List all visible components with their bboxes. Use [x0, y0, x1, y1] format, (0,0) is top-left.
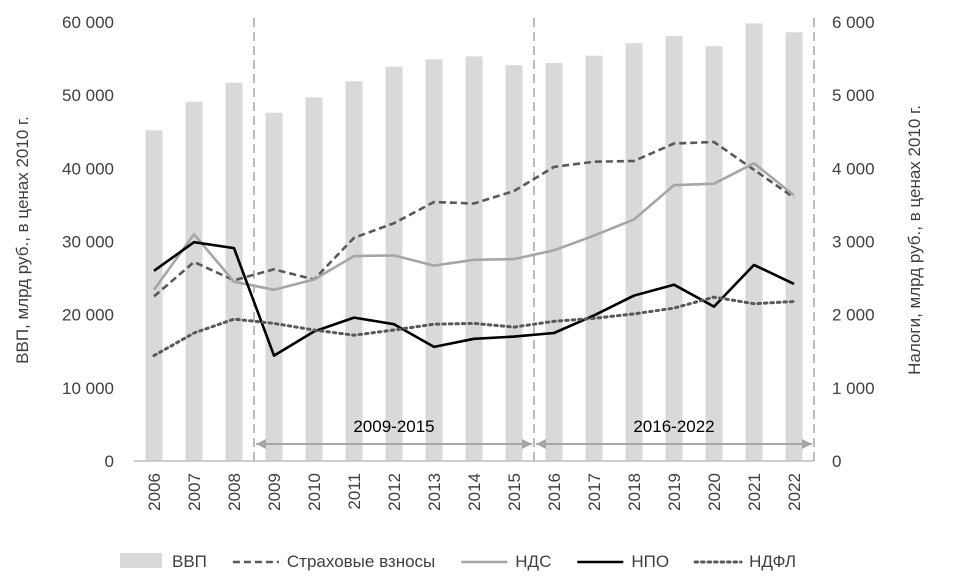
y-left-tick-label: 20 000 [62, 306, 114, 325]
y-right-axis-title: Налоги, млрд руб., в ценах 2010 г. [905, 105, 924, 375]
y-right-tick-label: 6 000 [832, 13, 875, 32]
bar-2008 [225, 82, 243, 461]
y-right-tick-label: 1 000 [832, 379, 875, 398]
line-series-3 [153, 240, 795, 357]
y-left-tick-label: 50 000 [62, 86, 114, 105]
period-arrow-head-left-1 [256, 439, 266, 449]
line-series-2 [152, 161, 795, 292]
y-left-tick-label: 0 [105, 452, 114, 471]
y-left-tick-label: 40 000 [62, 159, 114, 178]
x-tick-label-2012: 2012 [385, 473, 404, 511]
x-tick-label-2018: 2018 [625, 473, 644, 511]
bar-2020 [705, 46, 723, 462]
y-left-axis-title: ВВП, млрд руб., в ценах 2010 г. [13, 116, 32, 364]
y-right-tick-label: 2 000 [832, 306, 875, 325]
legend-label-4: НДФЛ [749, 552, 796, 571]
x-tick-label-2015: 2015 [505, 473, 524, 511]
period-arrow-head-right-2 [802, 439, 812, 449]
lines-layer [152, 140, 796, 358]
line-series-4 [152, 295, 796, 358]
x-tick-label-2020: 2020 [705, 473, 724, 511]
legend-label-bar: ВВП [172, 552, 207, 571]
x-tick-label-2022: 2022 [785, 473, 804, 511]
bar-2017 [585, 55, 603, 461]
labels-layer: ВВП, млрд руб., в ценах 2010 г. Налоги, … [13, 105, 924, 375]
bar-2019 [665, 35, 683, 461]
y-left-tick-label: 60 000 [62, 13, 114, 32]
legend-swatch-bar [120, 553, 162, 568]
bar-2013 [425, 59, 443, 461]
x-tick-label-2007: 2007 [185, 473, 204, 511]
y-right-tick-label: 3 000 [832, 233, 875, 252]
bar-2021 [745, 23, 763, 462]
axes-layer: 2006 2007 2008 2009 2010 2011 2012 2013 2014 2015… [62, 13, 875, 511]
bars-layer [145, 23, 803, 462]
period-arrow-head-left-2 [536, 439, 546, 449]
line-series-1 [153, 140, 795, 298]
x-tick-label-2011: 2011 [345, 473, 364, 510]
period-arrow-head-right-1 [522, 439, 532, 449]
legend-label-1: Страховые взносы [287, 552, 435, 571]
x-tick-label-2009: 2009 [265, 473, 284, 511]
legend-label-2: НДС [515, 552, 551, 571]
y-right-tick-label: 0 [832, 452, 841, 471]
bar-2011 [345, 81, 363, 461]
x-tick-label-2006: 2006 [145, 473, 164, 511]
x-tick-label-2010: 2010 [305, 473, 324, 511]
x-tick-label-2016: 2016 [545, 473, 564, 511]
x-tick-label-2013: 2013 [425, 473, 444, 511]
bar-2015 [505, 65, 523, 461]
legend-label-3: НПО [631, 552, 669, 571]
periods-layer: 2009-2015 2016-2022 [253, 18, 815, 461]
bar-2022 [785, 32, 803, 461]
bar-2018 [625, 43, 643, 462]
x-tick-label-2008: 2008 [225, 473, 244, 511]
x-tick-label-2014: 2014 [465, 473, 484, 511]
bar-2009 [265, 112, 283, 461]
legend: ВВП Страховые взносы НДС НПО НДФЛ [120, 552, 796, 571]
y-left-tick-label: 30 000 [62, 233, 114, 252]
bar-2012 [385, 66, 403, 462]
x-tick-label-2017: 2017 [585, 473, 604, 511]
x-tick-label-2019: 2019 [665, 473, 684, 511]
y-right-tick-label: 4 000 [832, 159, 875, 178]
y-left-tick-label: 10 000 [62, 379, 114, 398]
y-right-tick-label: 5 000 [832, 86, 875, 105]
bar-2016 [545, 62, 563, 462]
period-label-2: 2016-2022 [633, 417, 714, 436]
x-tick-label-2021: 2021 [745, 473, 764, 511]
period-label-1: 2009-2015 [353, 417, 434, 436]
bar-2007 [185, 101, 203, 462]
